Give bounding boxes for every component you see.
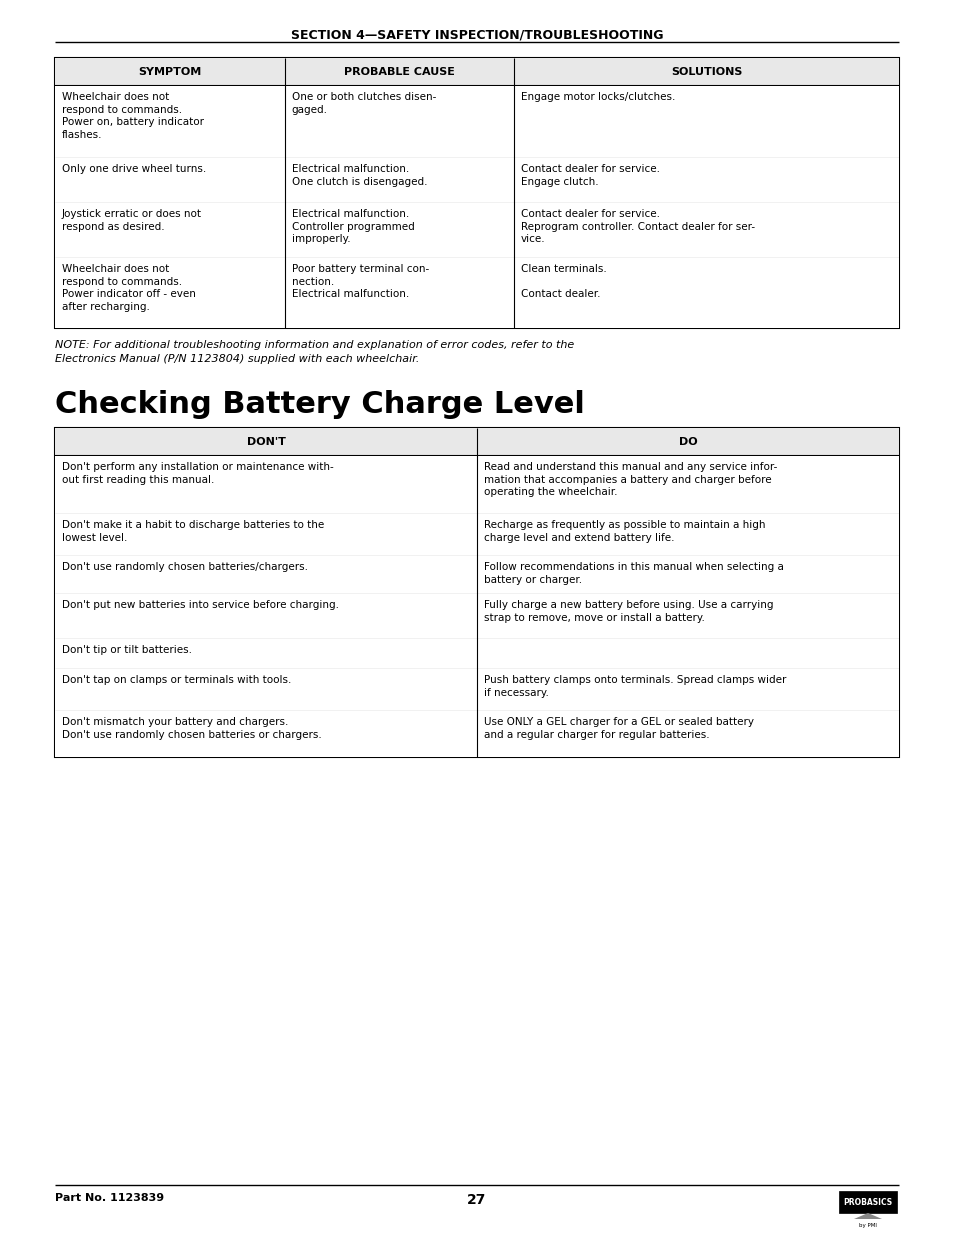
Text: Read and understand this manual and any service infor-
mation that accompanies a: Read and understand this manual and any … <box>483 462 777 498</box>
Bar <box>838 1191 896 1213</box>
Text: SECTION 4—SAFETY INSPECTION/TROUBLESHOOTING: SECTION 4—SAFETY INSPECTION/TROUBLESHOOT… <box>291 28 662 41</box>
Text: Clean terminals.

Contact dealer.: Clean terminals. Contact dealer. <box>520 264 606 299</box>
Bar <box>55 556 898 594</box>
Text: Joystick erratic or does not
respond as desired.: Joystick erratic or does not respond as … <box>62 209 202 231</box>
Bar <box>55 638 898 669</box>
Bar <box>55 86 898 158</box>
Text: Don't mismatch your battery and chargers.
Don't use randomly chosen batteries or: Don't mismatch your battery and chargers… <box>62 718 321 740</box>
Text: Use ONLY a GEL charger for a GEL or sealed battery
and a regular charger for reg: Use ONLY a GEL charger for a GEL or seal… <box>483 718 753 740</box>
Bar <box>55 158 898 203</box>
Text: One or both clutches disen-
gaged.: One or both clutches disen- gaged. <box>292 91 436 115</box>
Text: Engage motor locks/clutches.: Engage motor locks/clutches. <box>520 91 675 103</box>
Bar <box>55 58 898 329</box>
Text: SYMPTOM: SYMPTOM <box>138 67 201 77</box>
Text: Don't tip or tilt batteries.: Don't tip or tilt batteries. <box>62 645 192 655</box>
Bar <box>55 669 898 711</box>
Text: Checking Battery Charge Level: Checking Battery Charge Level <box>55 390 584 419</box>
Bar <box>55 429 898 456</box>
Text: Follow recommendations in this manual when selecting a
battery or charger.: Follow recommendations in this manual wh… <box>483 562 783 584</box>
Text: Part No. 1123839: Part No. 1123839 <box>55 1193 164 1203</box>
Text: Recharge as frequently as possible to maintain a high
charge level and extend ba: Recharge as frequently as possible to ma… <box>483 520 764 542</box>
Bar <box>55 429 898 757</box>
Text: Only one drive wheel turns.: Only one drive wheel turns. <box>62 164 206 174</box>
Text: Wheelchair does not
respond to commands.
Power indicator off - even
after rechar: Wheelchair does not respond to commands.… <box>62 264 195 311</box>
Text: PROBABLE CAUSE: PROBABLE CAUSE <box>343 67 455 77</box>
Text: Contact dealer for service.
Reprogram controller. Contact dealer for ser-
vice.: Contact dealer for service. Reprogram co… <box>520 209 755 245</box>
Text: Fully charge a new battery before using. Use a carrying
strap to remove, move or: Fully charge a new battery before using.… <box>483 600 773 622</box>
Text: Don't perform any installation or maintenance with-
out first reading this manua: Don't perform any installation or mainte… <box>62 462 334 484</box>
Text: Don't make it a habit to discharge batteries to the
lowest level.: Don't make it a habit to discharge batte… <box>62 520 324 542</box>
Text: 27: 27 <box>467 1193 486 1207</box>
Text: DON'T: DON'T <box>246 437 285 447</box>
Text: Contact dealer for service.
Engage clutch.: Contact dealer for service. Engage clutc… <box>520 164 659 186</box>
Bar <box>55 258 898 329</box>
Text: by PMI: by PMI <box>858 1223 876 1228</box>
Bar <box>55 711 898 757</box>
Polygon shape <box>853 1213 882 1219</box>
Text: Wheelchair does not
respond to commands.
Power on, battery indicator
flashes.: Wheelchair does not respond to commands.… <box>62 91 204 140</box>
Bar <box>55 203 898 258</box>
Text: Poor battery terminal con-
nection.
Electrical malfunction.: Poor battery terminal con- nection. Elec… <box>292 264 428 299</box>
Text: Don't use randomly chosen batteries/chargers.: Don't use randomly chosen batteries/char… <box>62 562 308 572</box>
Text: DO: DO <box>678 437 697 447</box>
Text: Don't put new batteries into service before charging.: Don't put new batteries into service bef… <box>62 600 338 610</box>
Text: Don't tap on clamps or terminals with tools.: Don't tap on clamps or terminals with to… <box>62 676 291 685</box>
Bar <box>55 456 898 514</box>
Text: NOTE: For additional troubleshooting information and explanation of error codes,: NOTE: For additional troubleshooting inf… <box>55 340 574 363</box>
Text: Electrical malfunction.
Controller programmed
improperly.: Electrical malfunction. Controller progr… <box>292 209 414 245</box>
Bar <box>55 58 898 86</box>
Text: PROBASICS: PROBASICS <box>842 1198 892 1208</box>
Text: Electrical malfunction.
One clutch is disengaged.: Electrical malfunction. One clutch is di… <box>292 164 427 186</box>
Bar <box>55 514 898 556</box>
Bar <box>55 594 898 638</box>
Text: Push battery clamps onto terminals. Spread clamps wider
if necessary.: Push battery clamps onto terminals. Spre… <box>483 676 785 698</box>
Text: SOLUTIONS: SOLUTIONS <box>670 67 741 77</box>
